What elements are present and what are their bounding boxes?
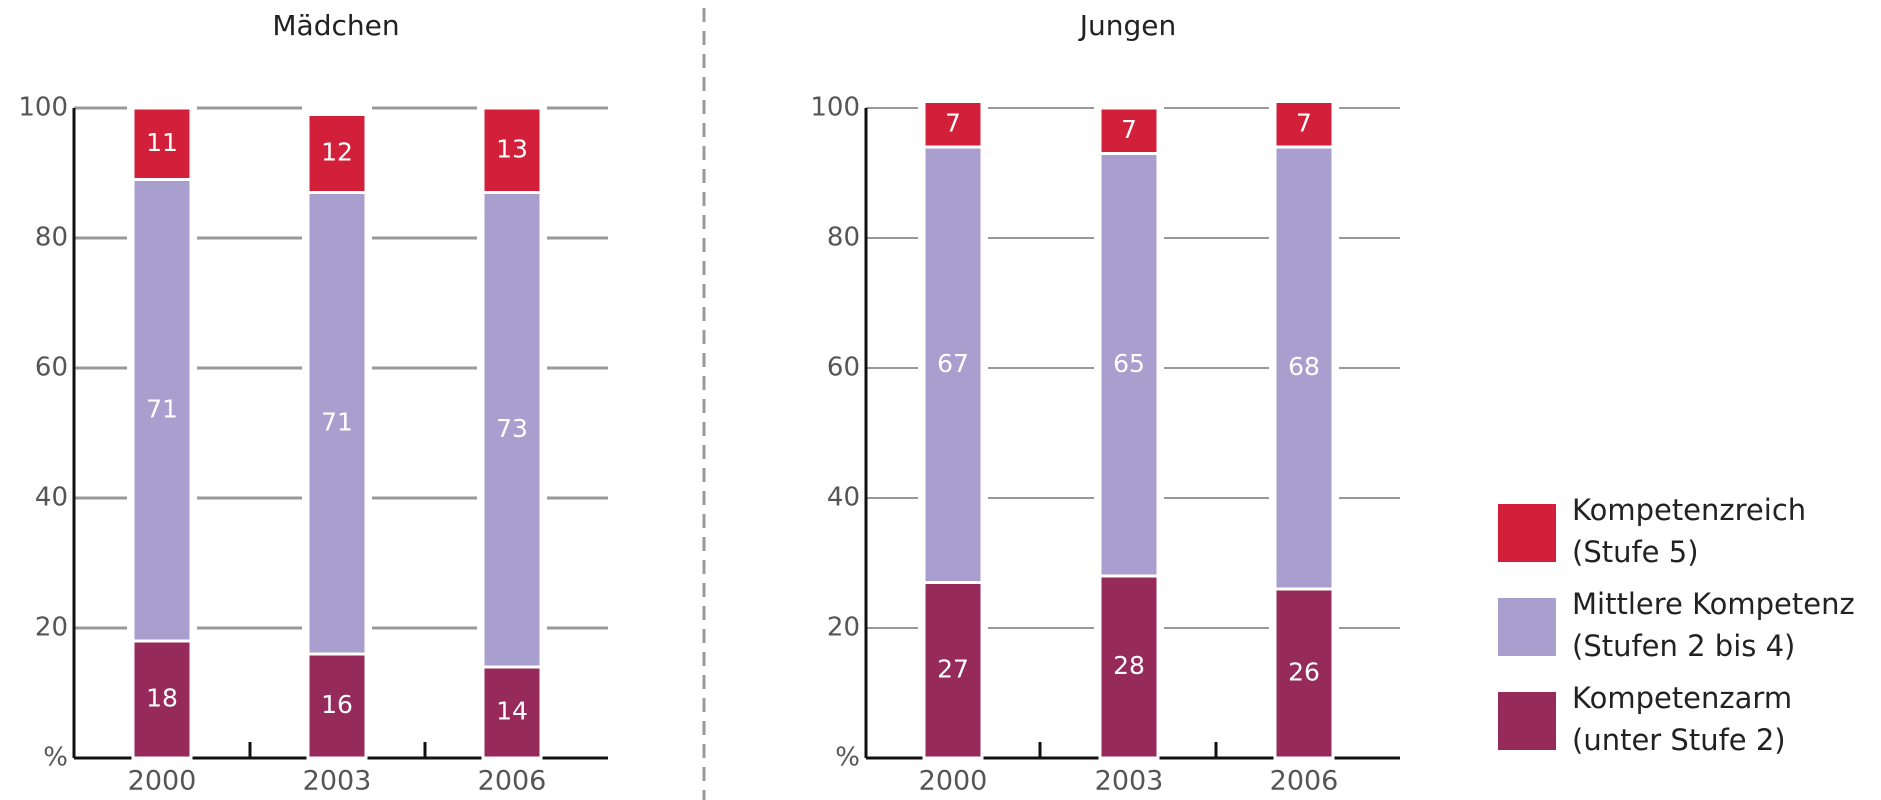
value-label: 13 (496, 134, 528, 163)
bar-segment (306, 191, 368, 656)
value-label: 14 (496, 697, 528, 726)
bar-segment (1273, 100, 1335, 149)
value-label: 7 (1296, 108, 1312, 137)
y-tick-label: 100 (810, 93, 860, 123)
legend-swatch (1498, 598, 1556, 656)
value-label: 18 (146, 684, 178, 713)
value-label: 67 (937, 349, 969, 378)
value-label: 65 (1113, 349, 1145, 378)
bar-segment (306, 113, 368, 194)
y-tick-label: 40 (35, 483, 68, 513)
value-label: 26 (1288, 658, 1320, 687)
legend-swatch (1498, 504, 1556, 562)
legend-label: Kompetenzarm (unter Stufe 2) (1572, 681, 1792, 757)
chart-title: Jungen (1078, 9, 1177, 42)
x-tick-label: 2000 (128, 766, 197, 797)
bar-segment (481, 665, 543, 760)
value-label: 16 (321, 690, 353, 719)
value-label: 28 (1113, 651, 1145, 680)
legend-label: Mittlere Kompetenz (Stufen 2 bis 4) (1572, 587, 1855, 663)
y-tick-label: 80 (35, 223, 68, 253)
y-tick-label: 20 (35, 613, 68, 643)
x-tick-label: 2000 (919, 766, 988, 797)
bar-segment (306, 652, 368, 760)
y-tick-label: % (835, 743, 860, 773)
chart-title: Mädchen (272, 9, 399, 42)
bar-segment (1273, 587, 1335, 760)
value-label: 68 (1288, 352, 1320, 381)
y-tick-label: 80 (827, 223, 860, 253)
bar-segment (1098, 106, 1160, 155)
legend-swatch (1498, 692, 1556, 750)
bar-segment (922, 100, 984, 149)
y-tick-label: 60 (827, 353, 860, 383)
y-tick-label: 60 (35, 353, 68, 383)
x-tick-label: 2006 (478, 766, 547, 797)
bar-segment (131, 106, 193, 181)
value-label: 73 (496, 414, 528, 443)
x-tick-label: 2003 (303, 766, 372, 797)
value-label: 12 (321, 138, 353, 167)
bar-segment (481, 191, 543, 669)
x-tick-label: 2006 (1270, 766, 1339, 797)
bar-segment (1098, 152, 1160, 578)
value-label: 7 (945, 108, 961, 137)
x-tick-label: 2003 (1095, 766, 1164, 797)
y-tick-label: 100 (18, 93, 68, 123)
bar-segment (481, 106, 543, 194)
y-tick-label: % (43, 743, 68, 773)
value-label: 27 (937, 654, 969, 683)
value-label: 71 (321, 407, 353, 436)
y-tick-label: 20 (827, 613, 860, 643)
value-label: 11 (146, 128, 178, 157)
value-label: 71 (146, 394, 178, 423)
value-label: 7 (1121, 115, 1137, 144)
bar-segment (131, 639, 193, 760)
y-tick-label: 40 (827, 483, 860, 513)
legend-label: Kompetenzreich (Stufe 5) (1572, 493, 1806, 569)
bar-segment (131, 178, 193, 643)
